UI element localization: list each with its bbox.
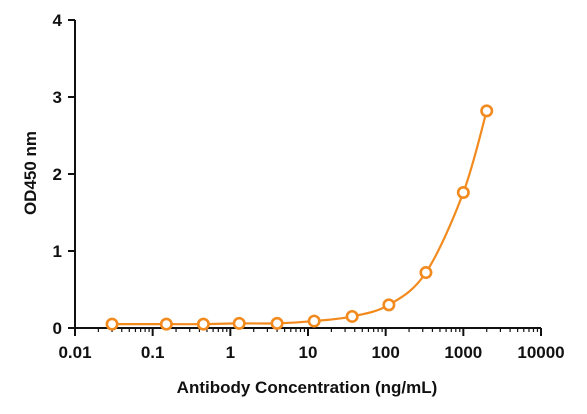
x-tick-label: 1 (226, 343, 235, 362)
data-point (480, 104, 494, 118)
x-axis-title: Antibody Concentration (ng/mL) (177, 378, 438, 397)
fit-curve (112, 110, 488, 326)
x-tick-label: 0.1 (141, 343, 165, 362)
y-tick-label: 0 (53, 319, 62, 338)
y-tick-label: 4 (53, 11, 63, 30)
data-point (159, 317, 173, 331)
y-tick-label: 2 (53, 165, 62, 184)
x-tick-label: 10 (299, 343, 318, 362)
data-point (345, 309, 359, 323)
x-tick-label: 10000 (517, 343, 564, 362)
series-layer (105, 104, 494, 331)
data-point (456, 185, 470, 199)
y-axis-title: OD450 nm (21, 131, 40, 215)
data-point (196, 317, 210, 331)
data-point (105, 317, 119, 331)
data-point (382, 298, 396, 312)
y-axis: 0 1 2 3 4 (53, 11, 76, 338)
data-point (307, 314, 321, 328)
data-point (232, 316, 246, 330)
x-axis: 0.01 0.1 1 10 100 1000 10000 (58, 327, 565, 362)
data-point (419, 266, 433, 280)
data-point (270, 316, 284, 330)
x-tick-label: 100 (371, 343, 399, 362)
y-tick-label: 3 (53, 88, 62, 107)
y-tick-label: 1 (53, 242, 62, 261)
x-tick-label: 1000 (444, 343, 482, 362)
x-tick-label: 0.01 (58, 343, 91, 362)
